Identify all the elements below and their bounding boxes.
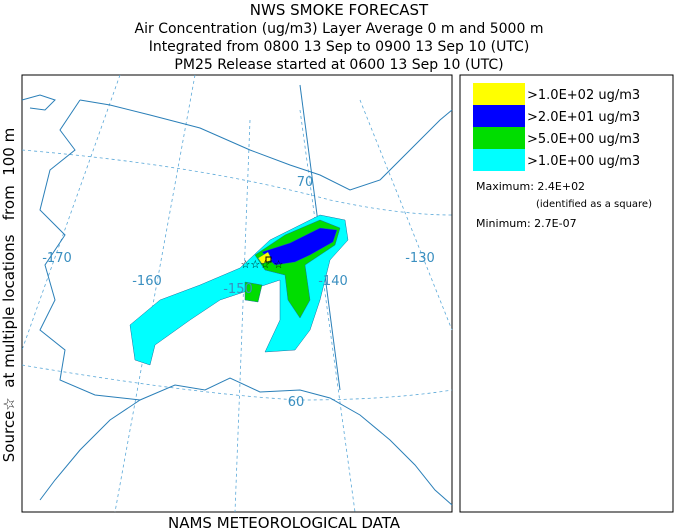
legend-label: >1.0E+00 ug/m3 [527,154,640,169]
legend-swatch [473,127,525,149]
coast [39,99,142,501]
lat-line [21,364,453,401]
legend-label: >2.0E+01 ug/m3 [527,110,640,125]
footer: NAMS METEOROLOGICAL DATA [168,514,401,532]
maximum: Maximum: 2.4E+02 [476,180,585,193]
graticule [21,74,453,513]
title: NWS SMOKE FORECAST [250,1,429,19]
coast [139,377,453,506]
subtitle: Air Concentration (ug/m3) Layer Average … [135,21,544,37]
lat-line [21,149,453,216]
subtitle: PM25 Release started at 0600 13 Sep 10 (… [174,57,503,73]
map-label: 60 [288,395,305,410]
legend-swatch [473,105,525,127]
map-label: -130 [405,251,435,266]
max-square [265,256,272,263]
legend-swatch [473,149,525,171]
lon-line [299,109,356,513]
map-label: -140 [318,274,348,289]
map-label: 70 [297,175,314,190]
legend-label: >5.0E+00 ug/m3 [527,132,640,147]
plume: ☆☆☆ ☆ [129,214,349,366]
plume-level [261,227,338,266]
minimum: Minimum: 2.7E-07 [476,217,577,230]
plume-level [257,251,273,265]
max-note: (identified as a square) [536,199,652,210]
legend-swatch [473,83,525,105]
side-label: Source☆ at multiple locations from 100 m [0,128,18,462]
coast [21,94,56,111]
lon-line [21,74,121,351]
lon-line [114,74,196,513]
lon-line [234,119,251,513]
lon-line [359,99,453,331]
map-label: -150 [223,282,253,297]
legend: Maximum: 2.4E+02 (identified as a square… [459,74,674,513]
legend-label: >1.0E+02 ug/m3 [527,88,640,103]
source-marks: ☆☆☆ ☆ [241,258,284,271]
map-label: -170 [42,251,72,266]
subtitle: Integrated from 0800 13 Sep to 0900 13 S… [149,39,530,55]
map-label: -160 [132,274,162,289]
coast [79,99,453,191]
map: ☆☆☆ ☆ 70 -170 -160 -150 -140 -130 60 [21,74,453,513]
